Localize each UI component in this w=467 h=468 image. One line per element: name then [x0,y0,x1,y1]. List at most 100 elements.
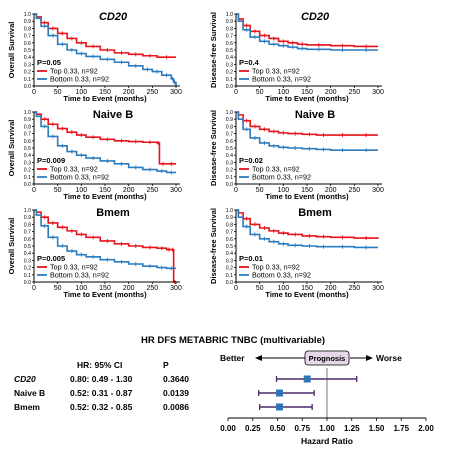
y-tick-label: 0.7 [226,132,233,138]
curve-bottom [34,13,177,86]
x-tick-label: 50 [54,89,62,96]
y-tick-label: 1.0 [226,208,233,214]
prognosis-label: Prognosis [309,354,346,363]
curve-top [34,111,176,165]
x-tick-label: 100 [277,89,289,96]
y-tick-label: 0.6 [226,139,233,145]
y-tick-label: 0.8 [226,124,233,130]
x-tick-label: 150 [301,89,313,96]
km-panel-1: CD20 0.00.10.2 0.30.40.50.60.7 0.80.91.0 0 50… [7,11,182,103]
prognosis-box [304,350,350,366]
y-tick-label: 0.8 [226,222,233,228]
y-tick-label: 0.5 [226,244,233,250]
y-tick-label: 0.8 [24,222,31,228]
legend-label-top: Top 0.33, n=92 [50,263,98,272]
y-tick-label: 0.7 [24,230,31,236]
x-tick-label: 300 [372,285,384,292]
forest-x-tick-label: 1.00 [319,424,335,433]
legend-label-bottom: Bottom 0.33, n=92 [252,173,311,182]
y-tick-label: 0.0 [226,280,233,286]
p-value: P=0.01 [239,254,263,263]
x-axis-label: Time to Event (months) [63,192,147,201]
x-tick-label: 250 [348,187,360,194]
legend-label-top: Top 0.33, n=92 [252,263,300,272]
y-tick-label: 0.4 [226,55,233,61]
y-tick-label: 0.9 [24,117,31,123]
row-hr-ci: 0.80: 0.49 - 1.30 [70,374,133,384]
y-tick-label: 0.5 [24,146,31,152]
y-tick-label: 0.2 [226,168,233,174]
x-tick-label: 150 [301,187,313,194]
y-tick-label: 0.3 [226,160,233,166]
km-panel-2: CD20 0.00.10.2 0.30.40.50.60.7 0.80.91.0 0 50… [209,11,384,103]
x-tick-label: 100 [75,89,87,96]
row-hr-ci: 0.52: 0.32 - 0.85 [70,402,133,412]
x-tick-label: 0 [32,187,36,194]
y-tick-label: 0.1 [24,175,31,181]
legend-label-top: Top 0.33, n=92 [50,67,98,76]
y-tick-label: 0.8 [24,26,31,32]
y-tick-label: 0.9 [226,215,233,221]
x-tick-label: 250 [146,187,158,194]
x-tick-label: 100 [277,285,289,292]
y-tick-label: 0.6 [24,139,31,145]
row-label: CD20 [14,374,36,384]
curve-bottom [236,13,378,51]
y-tick-label: 0.6 [226,41,233,47]
x-axis-label: Time to Event (months) [63,290,147,299]
y-tick-label: 0.2 [24,168,31,174]
y-tick-label: 1.0 [24,110,31,116]
y-tick-label: 0.4 [226,153,233,159]
panel-title: Naive B [93,109,133,121]
y-axis-label: Overall Survival [7,22,16,79]
x-axis-label: Time to Event (months) [265,290,349,299]
km-panel-6: Bmem 0.00.10.2 0.30.40.50.60.7 0.80.91.0 0 50… [209,207,384,299]
x-tick-label: 250 [348,285,360,292]
forest-x-tick-label: 0.00 [220,424,236,433]
x-tick-label: 200 [325,187,337,194]
p-value: P=0.02 [239,156,263,165]
x-tick-label: 200 [325,89,337,96]
x-tick-label: 50 [54,285,62,292]
x-tick-label: 100 [75,285,87,292]
y-tick-label: 0.0 [226,84,233,90]
legend-label-top: Top 0.33, n=92 [252,67,300,76]
forest-x-tick-label: 2.00 [418,424,434,433]
p-value: P=0.05 [37,58,61,67]
panel-title: CD20 [99,11,128,23]
y-axis-label: Disease-free Survival [209,12,218,88]
panel-title: Bmem [298,207,332,219]
x-tick-label: 200 [123,89,135,96]
hr-marker [275,389,283,397]
x-tick-label: 250 [146,89,158,96]
y-tick-label: 0.7 [24,132,31,138]
y-axis-label: Disease-free Survival [209,208,218,284]
km-panel-5: Bmem 0.00.10.2 0.30.40.50.60.7 0.80.91.0 0 50… [7,207,182,299]
y-tick-label: 0.9 [24,215,31,221]
y-tick-label: 0.3 [24,62,31,68]
x-tick-label: 100 [75,187,87,194]
curve-top [34,209,176,283]
x-tick-label: 0 [32,285,36,292]
y-tick-label: 0.5 [226,146,233,152]
panel-title: CD20 [301,11,330,23]
y-tick-label: 0.2 [24,70,31,76]
p-value: P=0.005 [37,254,65,263]
panel-title: Naive B [295,109,335,121]
y-tick-label: 0.4 [24,55,31,61]
y-tick-label: 0.6 [226,237,233,243]
curve-bottom [236,111,378,151]
y-tick-label: 0.4 [24,251,31,257]
table-header-hr: HR: 95% CI [77,360,122,370]
y-tick-label: 0.0 [24,182,31,188]
x-tick-label: 200 [325,285,337,292]
x-tick-label: 50 [256,285,264,292]
panel-title: Bmem [96,207,130,219]
y-tick-label: 1.0 [24,208,31,214]
forest-x-tick-label: 0.75 [294,424,310,433]
x-tick-label: 300 [170,187,182,194]
y-tick-label: 0.4 [226,251,233,257]
x-tick-label: 250 [146,285,158,292]
y-tick-label: 1.0 [226,110,233,116]
